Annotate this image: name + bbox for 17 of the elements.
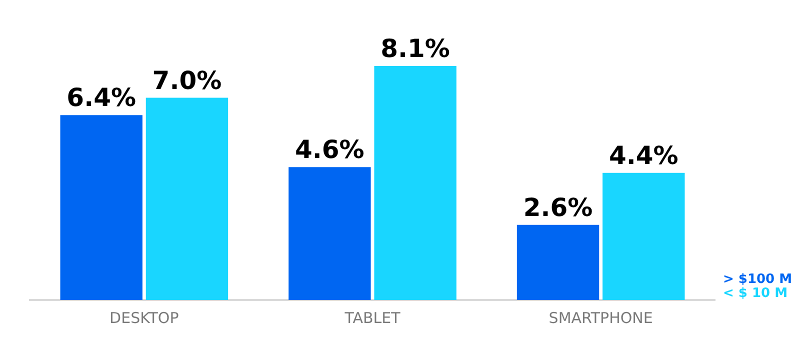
bar <box>602 172 685 300</box>
data-label: 7.0% <box>152 66 222 95</box>
data-label: 4.4% <box>608 140 678 170</box>
bar <box>516 224 600 300</box>
x-tick-label: TABLET <box>344 308 402 327</box>
data-label: 8.1% <box>380 34 450 63</box>
x-tick-label: SMARTPHONE <box>548 308 653 327</box>
x-tick-label: DESKTOP <box>110 308 179 327</box>
bar <box>60 115 142 300</box>
text: < $ 10 M <box>723 286 788 301</box>
data-label: 6.4% <box>66 83 136 112</box>
bar <box>146 98 228 300</box>
data-label: 4.6% <box>295 135 364 164</box>
text: > $100 M <box>723 272 792 287</box>
bar <box>374 66 456 300</box>
data-label: 2.6% <box>523 192 593 222</box>
bar <box>288 167 371 300</box>
